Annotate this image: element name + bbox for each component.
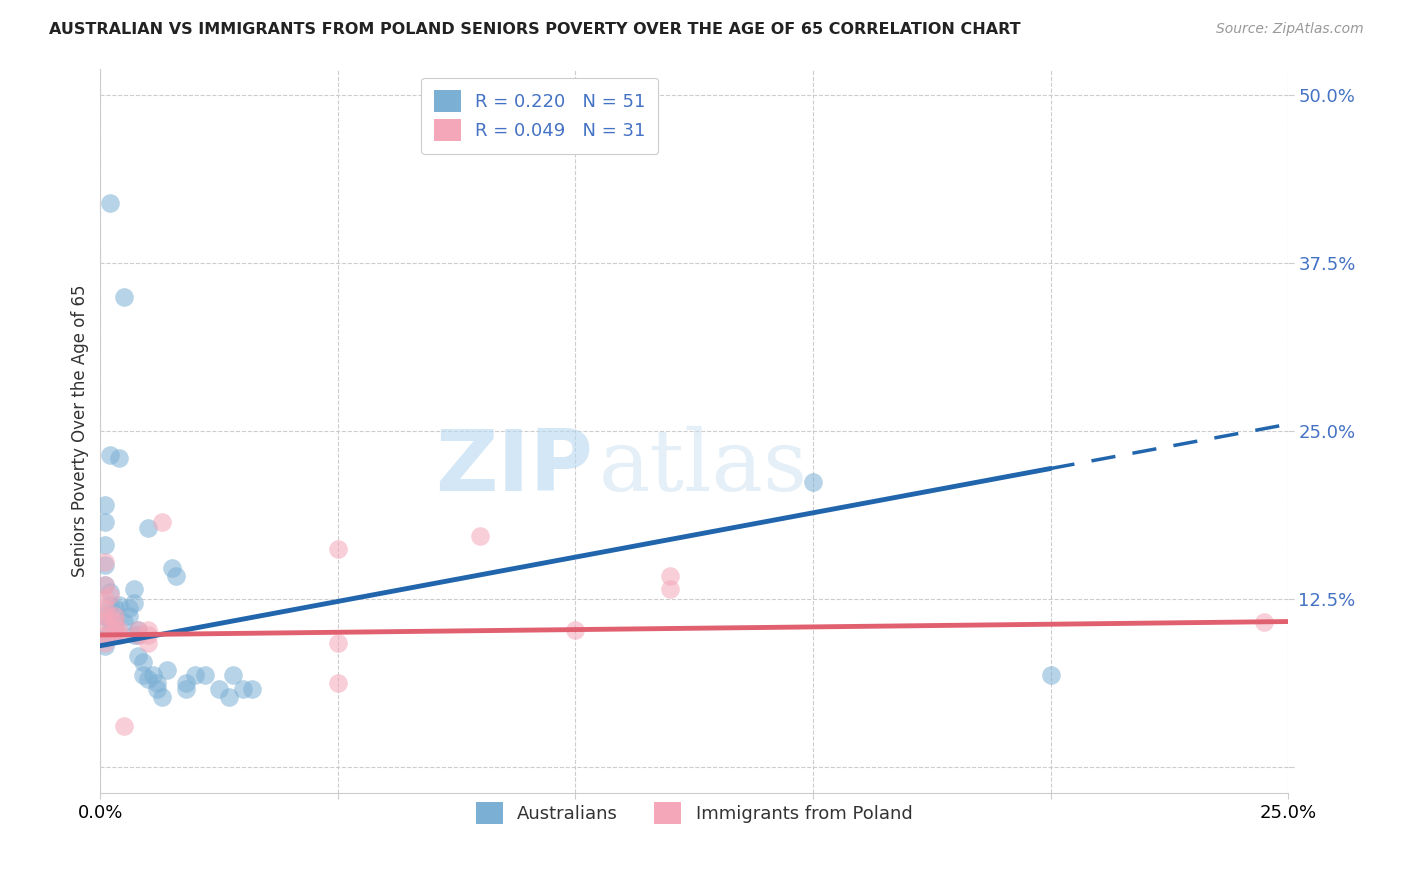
Text: atlas: atlas — [599, 425, 808, 508]
Point — [94, 609, 117, 624]
Point — [326, 636, 349, 650]
Point — [659, 582, 682, 597]
Point — [122, 596, 145, 610]
Point — [146, 681, 169, 696]
Point — [242, 681, 264, 696]
Point — [98, 625, 121, 640]
Point — [127, 628, 149, 642]
Point — [112, 615, 135, 629]
Point — [136, 672, 159, 686]
Point — [94, 556, 117, 570]
Point — [136, 623, 159, 637]
Point — [94, 498, 117, 512]
Point — [104, 601, 127, 615]
Point — [104, 625, 127, 640]
Point — [146, 676, 169, 690]
Point — [801, 475, 824, 489]
Text: Source: ZipAtlas.com: Source: ZipAtlas.com — [1216, 22, 1364, 37]
Point — [94, 578, 117, 592]
Point — [118, 601, 141, 615]
Point — [142, 668, 165, 682]
Point — [122, 628, 145, 642]
Point — [160, 561, 183, 575]
Point — [194, 668, 217, 682]
Point — [94, 639, 117, 653]
Point — [136, 636, 159, 650]
Y-axis label: Seniors Poverty Over the Age of 65: Seniors Poverty Over the Age of 65 — [72, 285, 89, 577]
Point — [94, 538, 117, 552]
Point — [174, 676, 197, 690]
Point — [108, 623, 131, 637]
Point — [104, 615, 127, 629]
Point — [150, 515, 173, 529]
Point — [98, 609, 121, 624]
Point — [108, 450, 131, 465]
Point — [122, 582, 145, 597]
Point — [127, 649, 149, 664]
Point — [98, 599, 121, 613]
Text: ZIP: ZIP — [436, 425, 593, 508]
Point — [1253, 615, 1275, 629]
Point — [564, 623, 586, 637]
Point — [94, 591, 117, 606]
Point — [94, 631, 117, 645]
Point — [94, 636, 117, 650]
Point — [208, 681, 231, 696]
Point — [94, 515, 117, 529]
Point — [98, 615, 121, 629]
Point — [659, 569, 682, 583]
Point — [1039, 668, 1062, 682]
Point — [156, 663, 179, 677]
Point — [108, 599, 131, 613]
Point — [112, 719, 135, 733]
Point — [326, 676, 349, 690]
Point — [98, 585, 121, 599]
Point — [98, 448, 121, 462]
Point — [98, 628, 121, 642]
Point — [184, 668, 207, 682]
Point — [132, 655, 155, 669]
Point — [94, 628, 117, 642]
Point — [136, 520, 159, 534]
Point — [150, 690, 173, 704]
Point — [94, 615, 117, 629]
Point — [127, 623, 149, 637]
Point — [98, 195, 121, 210]
Legend: Australians, Immigrants from Poland: Australians, Immigrants from Poland — [465, 791, 924, 835]
Point — [108, 628, 131, 642]
Point — [94, 578, 117, 592]
Point — [232, 681, 254, 696]
Point — [127, 628, 149, 642]
Point — [326, 542, 349, 557]
Point — [112, 290, 135, 304]
Point — [94, 601, 117, 615]
Point — [98, 588, 121, 602]
Point — [222, 668, 245, 682]
Point — [174, 681, 197, 696]
Point — [118, 609, 141, 624]
Point — [94, 609, 117, 624]
Point — [218, 690, 240, 704]
Point — [470, 528, 492, 542]
Point — [165, 569, 187, 583]
Point — [104, 615, 127, 629]
Point — [127, 623, 149, 637]
Point — [136, 628, 159, 642]
Text: AUSTRALIAN VS IMMIGRANTS FROM POLAND SENIORS POVERTY OVER THE AGE OF 65 CORRELAT: AUSTRALIAN VS IMMIGRANTS FROM POLAND SEN… — [49, 22, 1021, 37]
Point — [132, 668, 155, 682]
Point — [94, 558, 117, 573]
Point — [104, 609, 127, 624]
Point — [104, 623, 127, 637]
